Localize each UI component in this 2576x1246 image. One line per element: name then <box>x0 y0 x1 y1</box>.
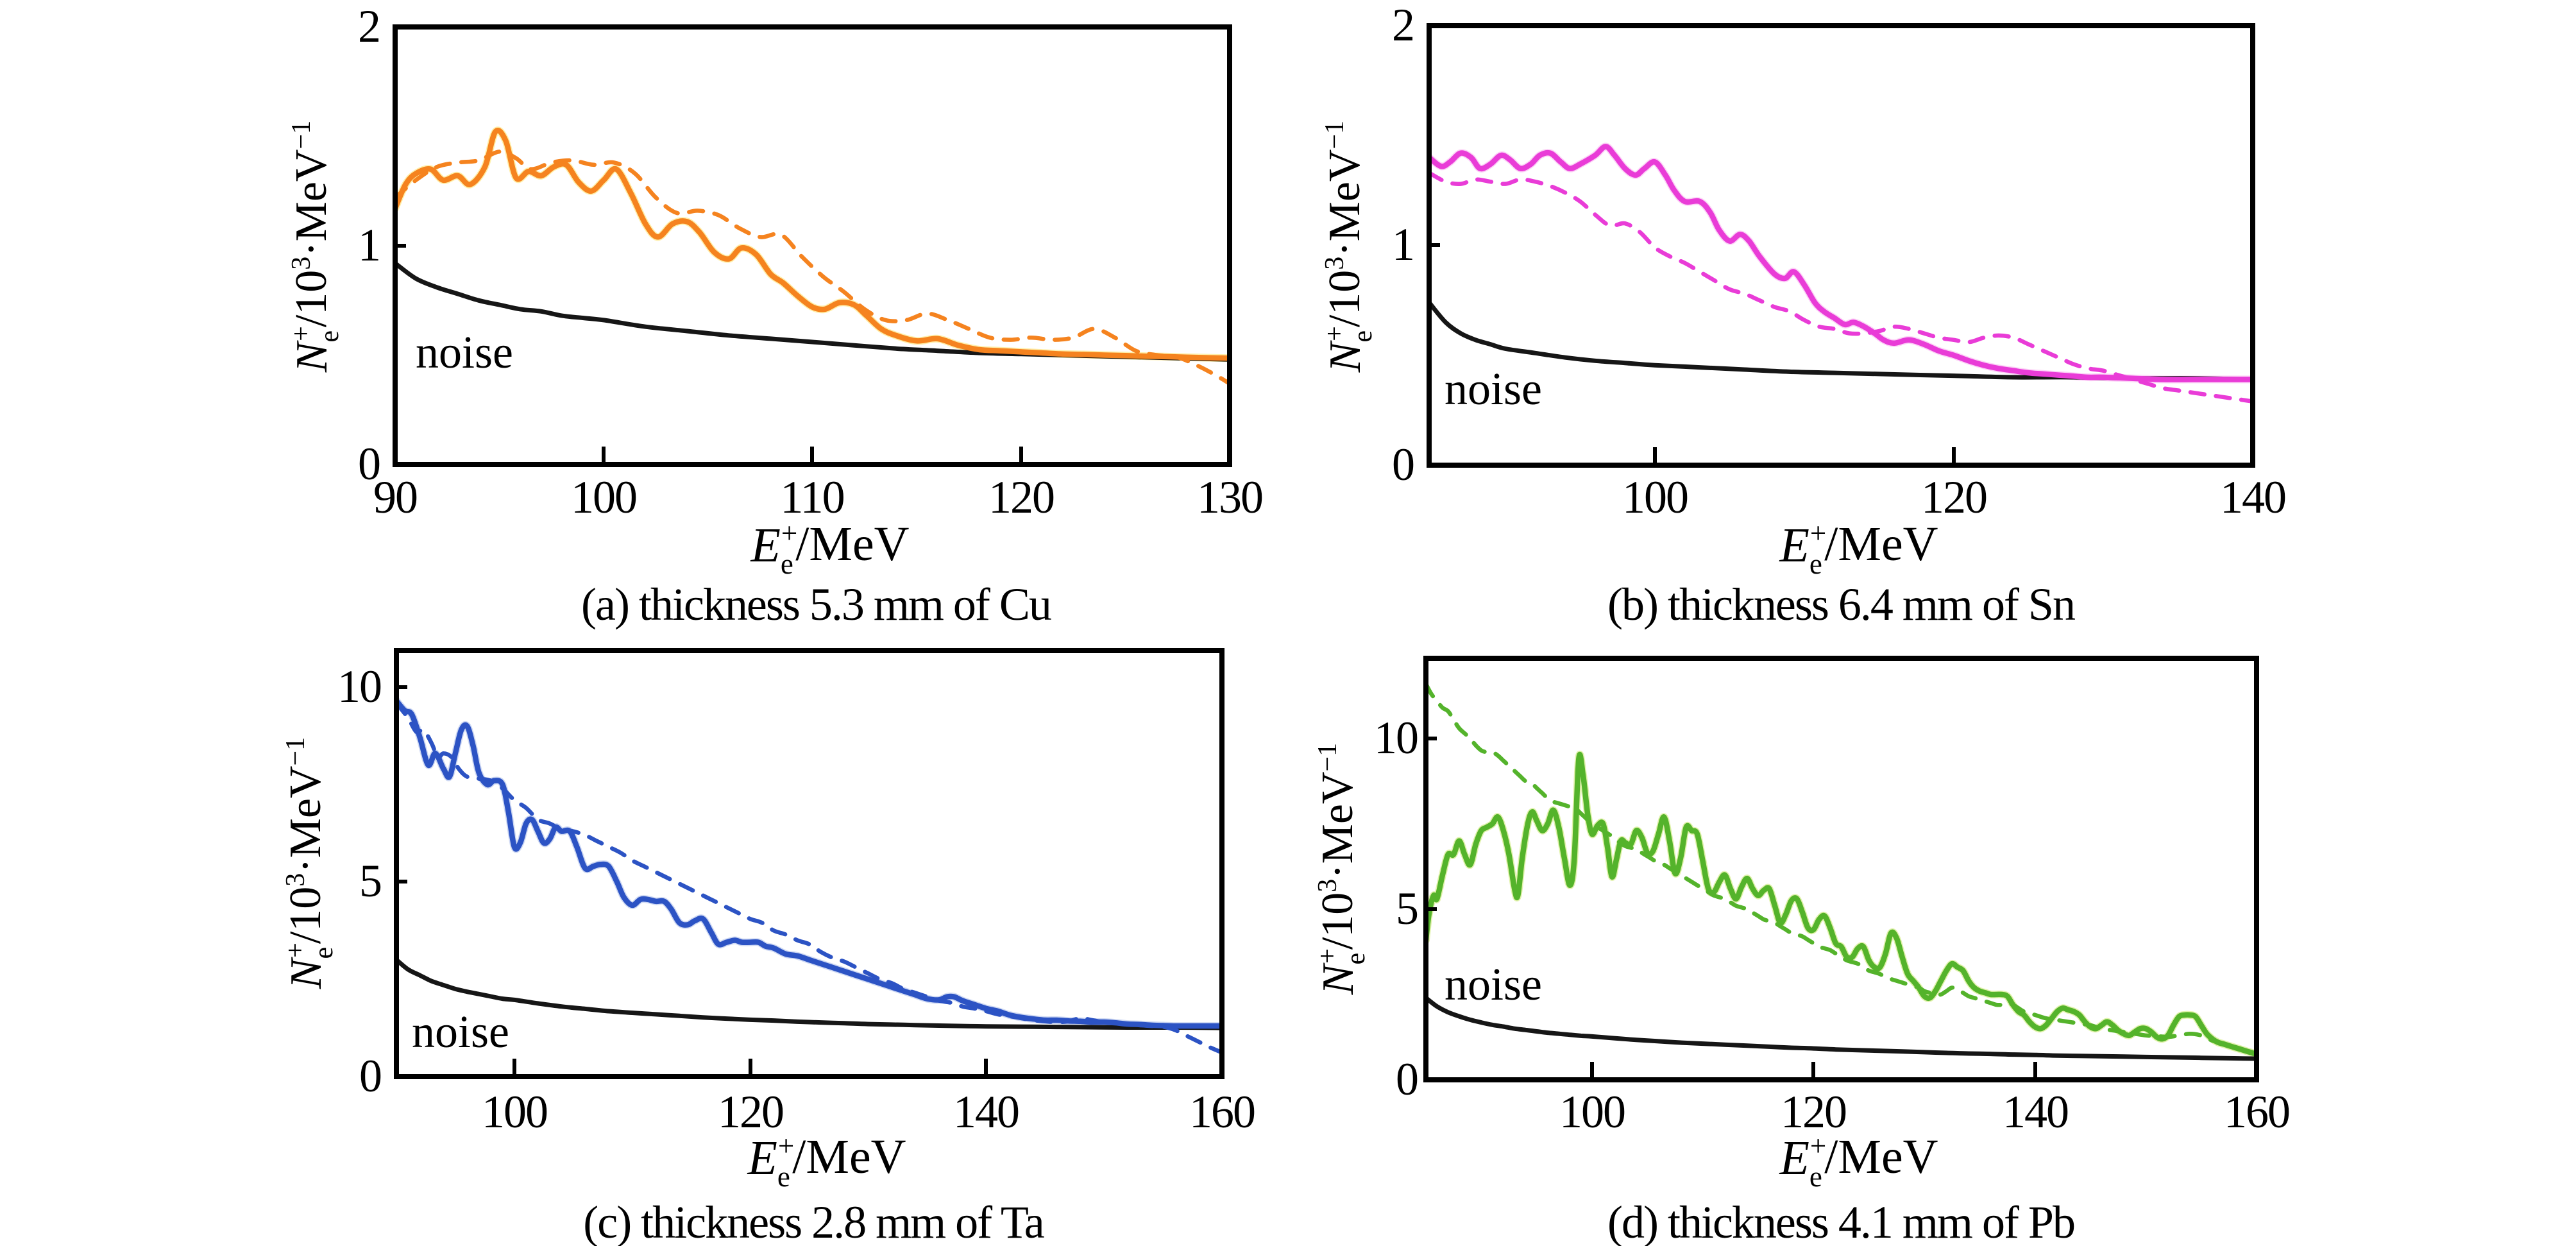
svg-text:140: 140 <box>2003 1086 2068 1138</box>
svg-text:160: 160 <box>2224 1086 2289 1138</box>
svg-text:90: 90 <box>373 472 417 523</box>
svg-text:100: 100 <box>571 472 636 523</box>
svg-text:1: 1 <box>358 219 380 271</box>
svg-text:100: 100 <box>1622 472 1688 523</box>
svg-text:noise: noise <box>412 1006 509 1057</box>
svg-text:130: 130 <box>1197 472 1262 523</box>
svg-text:(c) thickness 2.8 mm of Ta: (c) thickness 2.8 mm of Ta <box>583 1197 1044 1246</box>
svg-text:110: 110 <box>780 472 843 523</box>
svg-text:Ne+/103·MeV−1: Ne+/103·MeV−1 <box>1313 743 1371 995</box>
svg-text:120: 120 <box>1781 1086 1846 1138</box>
svg-text:120: 120 <box>1921 472 1987 523</box>
svg-text:2: 2 <box>358 1 380 52</box>
svg-text:Ee+/MeV: Ee+/MeV <box>747 1130 906 1193</box>
svg-text:10: 10 <box>1374 712 1418 764</box>
svg-text:Ne+/103·MeV−1: Ne+/103·MeV−1 <box>1320 121 1378 373</box>
svg-text:(a) thickness 5.3 mm of Cu: (a) thickness 5.3 mm of Cu <box>581 579 1051 630</box>
svg-text:120: 120 <box>988 472 1054 523</box>
svg-text:noise: noise <box>416 327 513 378</box>
svg-text:1: 1 <box>1392 219 1414 270</box>
svg-text:Ee+/MeV: Ee+/MeV <box>1779 1130 1938 1193</box>
svg-text:2: 2 <box>1392 0 1414 51</box>
svg-text:5: 5 <box>359 855 381 907</box>
svg-text:160: 160 <box>1189 1086 1255 1138</box>
svg-text:120: 120 <box>718 1086 783 1138</box>
svg-text:5: 5 <box>1396 883 1418 934</box>
svg-text:(d) thickness 4.1 mm of Pb: (d) thickness 4.1 mm of Pb <box>1607 1197 2074 1246</box>
svg-text:140: 140 <box>2220 472 2285 523</box>
svg-text:Ee+/MeV: Ee+/MeV <box>1779 517 1938 580</box>
svg-text:0: 0 <box>1392 439 1414 490</box>
svg-text:0: 0 <box>1396 1054 1418 1105</box>
svg-text:Ne+/103·MeV−1: Ne+/103·MeV−1 <box>281 737 339 989</box>
svg-text:(b) thickness 6.4 mm of Sn: (b) thickness 6.4 mm of Sn <box>1607 579 2075 630</box>
svg-text:Ee+/MeV: Ee+/MeV <box>750 517 909 580</box>
svg-text:140: 140 <box>953 1086 1019 1138</box>
svg-text:100: 100 <box>482 1086 547 1138</box>
svg-text:Ne+/103·MeV−1: Ne+/103·MeV−1 <box>287 121 344 373</box>
svg-text:noise: noise <box>1445 363 1542 414</box>
svg-text:10: 10 <box>337 661 381 712</box>
svg-text:noise: noise <box>1445 959 1542 1010</box>
svg-text:100: 100 <box>1559 1086 1625 1138</box>
svg-text:0: 0 <box>359 1050 381 1102</box>
svg-text:0: 0 <box>358 438 380 490</box>
